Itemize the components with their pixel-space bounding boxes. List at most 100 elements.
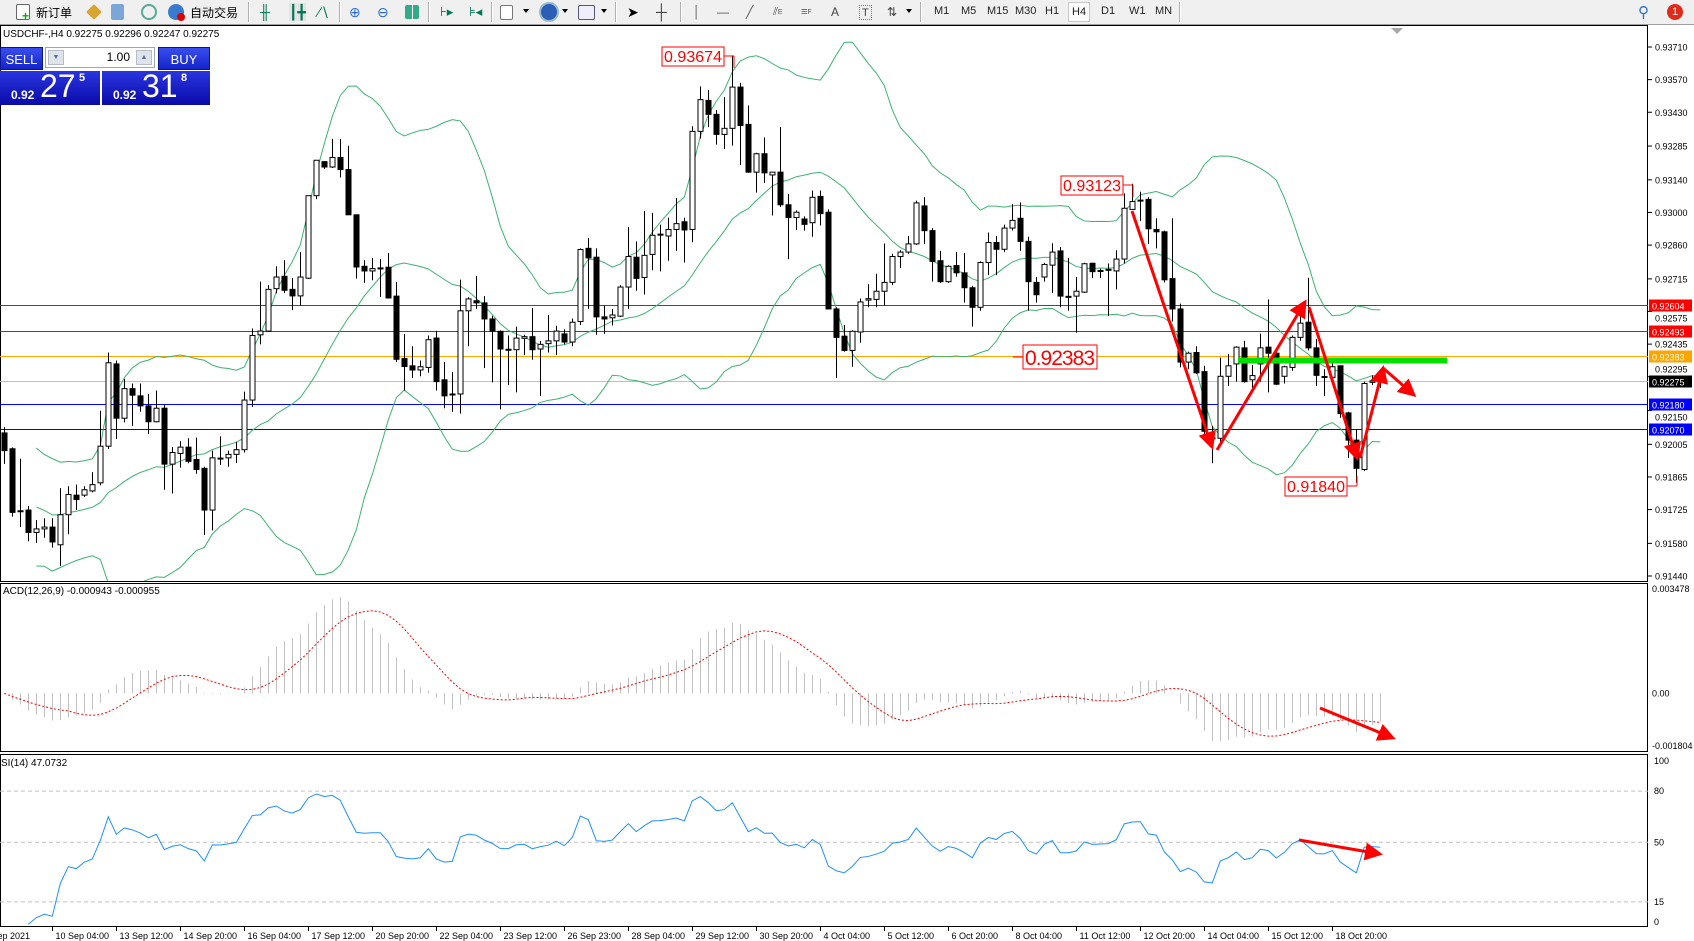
timeframe-h4[interactable]: H4 (1068, 2, 1091, 22)
notification-button[interactable]: 1 (1667, 3, 1683, 21)
rsi-panel (0, 754, 1648, 927)
buy-price[interactable]: 0.92 31 8 (102, 68, 210, 105)
crosshair-button[interactable]: ┼ (656, 3, 667, 21)
bearish-candle (337, 156, 344, 171)
bullish-candle (1249, 375, 1256, 381)
macd-plot (4, 597, 1381, 742)
bearish-candle (785, 204, 792, 219)
bearish-candle (441, 379, 448, 397)
macd-axis-label: 0.003478 (1652, 584, 1690, 594)
chevron-down-icon[interactable] (906, 9, 912, 13)
sell-price[interactable]: 0.92 27 5 (0, 68, 100, 105)
bullish-candle (329, 156, 336, 168)
time-axis-label: 8 Oct 04:00 (1016, 931, 1063, 941)
chart-shift-button[interactable]: ⊧◂ (469, 3, 482, 21)
price-axis-label: 0.92715 (1655, 274, 1688, 284)
candlestick-button[interactable]: ┃╋ (289, 3, 306, 21)
chevron-down-icon[interactable] (562, 9, 568, 13)
bullish-candle (1041, 263, 1048, 278)
bullish-candle (1321, 376, 1328, 379)
market-watch-icon (86, 4, 102, 20)
text-label-button[interactable]: T (859, 5, 872, 20)
bullish-candle (569, 321, 576, 343)
bar-chart-button[interactable]: ╫ (260, 3, 270, 21)
bullish-candle (1225, 365, 1232, 377)
price-tag-label: 0.92275 (1652, 378, 1685, 388)
timeframe-d1[interactable]: D1 (1101, 5, 1116, 17)
cursor-button[interactable]: ➤ (627, 3, 639, 21)
market-watch-button[interactable] (86, 3, 102, 21)
price-tag (1649, 375, 1692, 388)
bearish-candle (1057, 250, 1064, 297)
timeframe-w1[interactable]: W1 (1129, 5, 1146, 17)
time-axis-label: 13 Sep 12:00 (120, 931, 174, 941)
separator (428, 2, 430, 22)
bullish-candle (537, 343, 544, 350)
timeframe-m1[interactable]: M1 (934, 5, 950, 17)
timeframe-m5[interactable]: M5 (961, 5, 977, 17)
fibonacci-button[interactable]: ≡ F (801, 3, 812, 21)
signals-button[interactable] (141, 3, 157, 21)
bearish-candle (825, 211, 832, 310)
price-axis-label: 0.92150 (1655, 413, 1688, 423)
time-axis-label: 20 Sep 20:00 (376, 931, 430, 941)
zoom-out-button[interactable]: ⊖ (377, 3, 389, 21)
bullish-candle (617, 286, 624, 317)
time-axis-label: 4 Oct 04:00 (824, 931, 871, 941)
tile-windows-button[interactable] (405, 3, 419, 21)
bearish-candle (385, 266, 392, 299)
timeframe-m15[interactable]: M15 (987, 5, 1009, 17)
bullish-candle (1097, 269, 1104, 272)
lot-size-field[interactable]: ▼ 1.00 ▲ (45, 47, 155, 68)
bearish-candle (1265, 346, 1272, 354)
horizontal-line-button[interactable]: — (717, 3, 729, 21)
buy-button[interactable]: BUY (158, 47, 210, 70)
vertical-line-button[interactable]: │ (693, 3, 701, 21)
bullish-candle (105, 362, 112, 447)
templates-button[interactable] (578, 3, 595, 21)
bullish-candle (873, 290, 880, 300)
text-button[interactable]: A (831, 3, 839, 21)
trendline-button[interactable]: ╱ (746, 3, 753, 21)
arrows-button[interactable]: ⇅ (887, 3, 897, 21)
bullish-candle (1065, 295, 1072, 298)
navigator-button[interactable] (111, 3, 124, 21)
timeframe-h1[interactable]: H1 (1045, 5, 1060, 17)
auto-trading-icon (168, 4, 185, 21)
lot-increase-button[interactable]: ▲ (136, 50, 152, 65)
search-button[interactable]: ⚲ (1638, 3, 1649, 21)
new-order-button[interactable]: + 新订单 (16, 3, 72, 22)
sell-button[interactable]: SELL (0, 47, 43, 70)
price-tag (1649, 299, 1692, 312)
bearish-candle (921, 205, 928, 232)
bullish-candle (1105, 268, 1112, 271)
auto-trading-button[interactable]: 自动交易 (168, 3, 238, 21)
price-label: 0.91840 (1287, 479, 1345, 496)
sell-price-prefix: 0.92 (11, 88, 35, 102)
rsi-axis-label: 0 (1654, 917, 1659, 927)
chart-shift-marker[interactable] (1391, 28, 1403, 34)
auto-scroll-button[interactable]: ⊦▸ (440, 3, 453, 21)
bearish-candle (681, 221, 688, 231)
bearish-candle (601, 316, 608, 320)
indicators-button[interactable] (500, 3, 513, 21)
timeframe-m30[interactable]: M30 (1015, 5, 1037, 17)
periods-button[interactable] (539, 2, 559, 22)
price-tag-label: 0.92493 (1652, 328, 1685, 338)
line-chart-button[interactable]: ∕∖ (318, 3, 329, 21)
chevron-down-icon[interactable] (601, 9, 607, 13)
lot-decrease-button[interactable]: ▼ (48, 50, 64, 65)
bullish-candle (1001, 227, 1008, 250)
equidistant-channel-button[interactable]: ⫽ E (773, 3, 783, 21)
time-axis-label: 18 Oct 20:00 (1336, 931, 1388, 941)
zoom-in-button[interactable]: ⊕ (349, 3, 361, 21)
timeframe-mn[interactable]: MN (1155, 5, 1173, 17)
bullish-candle (297, 276, 304, 297)
bearish-candle (401, 358, 408, 367)
separator (615, 2, 617, 22)
bullish-candle (313, 159, 320, 197)
periods-icon (539, 2, 559, 22)
auto-scroll-icon: ⊦▸ (440, 4, 454, 19)
chevron-down-icon[interactable] (523, 9, 529, 13)
